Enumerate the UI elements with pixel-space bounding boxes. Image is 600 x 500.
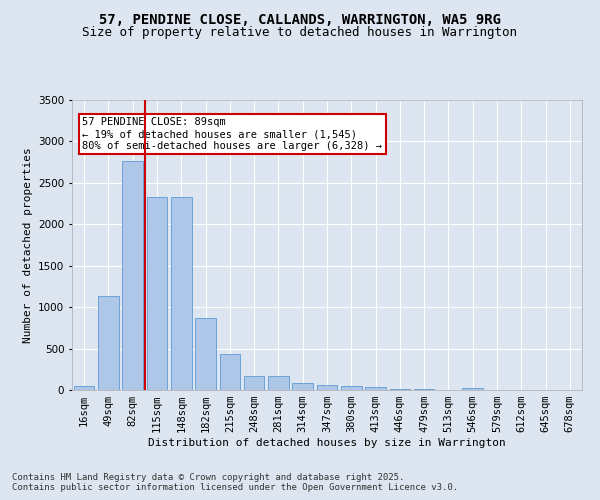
Bar xyxy=(268,376,289,390)
Y-axis label: Number of detached properties: Number of detached properties xyxy=(23,147,32,343)
Bar xyxy=(365,386,386,390)
Bar xyxy=(292,382,313,390)
Bar xyxy=(146,197,167,390)
Text: 57 PENDINE CLOSE: 89sqm
← 19% of detached houses are smaller (1,545)
80% of semi: 57 PENDINE CLOSE: 89sqm ← 19% of detache… xyxy=(82,118,382,150)
Bar xyxy=(341,386,362,390)
Bar xyxy=(220,354,240,390)
Bar xyxy=(122,162,143,390)
Bar xyxy=(98,296,119,390)
Bar xyxy=(195,318,216,390)
Bar xyxy=(74,386,94,390)
Bar xyxy=(171,197,191,390)
X-axis label: Distribution of detached houses by size in Warrington: Distribution of detached houses by size … xyxy=(148,438,506,448)
Text: Size of property relative to detached houses in Warrington: Size of property relative to detached ho… xyxy=(83,26,517,39)
Bar xyxy=(389,389,410,390)
Bar xyxy=(244,376,265,390)
Text: Contains HM Land Registry data © Crown copyright and database right 2025.
Contai: Contains HM Land Registry data © Crown c… xyxy=(12,473,458,492)
Bar xyxy=(414,389,434,390)
Bar xyxy=(317,385,337,390)
Bar xyxy=(463,388,483,390)
Text: 57, PENDINE CLOSE, CALLANDS, WARRINGTON, WA5 9RG: 57, PENDINE CLOSE, CALLANDS, WARRINGTON,… xyxy=(99,12,501,26)
